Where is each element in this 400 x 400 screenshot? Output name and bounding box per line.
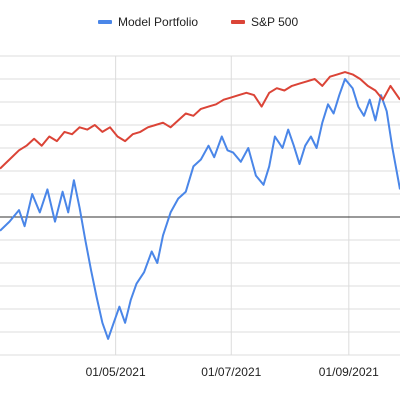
x-tick-label: 01/09/2021	[319, 365, 379, 379]
x-axis-ticks: 01/05/2021 01/07/2021 01/09/2021	[86, 365, 380, 379]
x-tick-label: 01/07/2021	[201, 365, 261, 379]
legend-label-s-p-500: S&P 500	[251, 15, 298, 29]
grid-lines	[0, 55, 400, 356]
legend: Model Portfolio S&P 500	[98, 15, 298, 29]
legend-label-model-portfolio: Model Portfolio	[118, 15, 198, 29]
series-line-model-portfolio	[0, 78, 400, 340]
x-tick-label: 01/05/2021	[86, 365, 146, 379]
legend-swatch-model-portfolio	[98, 20, 112, 24]
series-line-s-p-500	[0, 71, 400, 170]
legend-swatch-s-p-500	[231, 20, 245, 24]
series-lines	[0, 71, 400, 340]
